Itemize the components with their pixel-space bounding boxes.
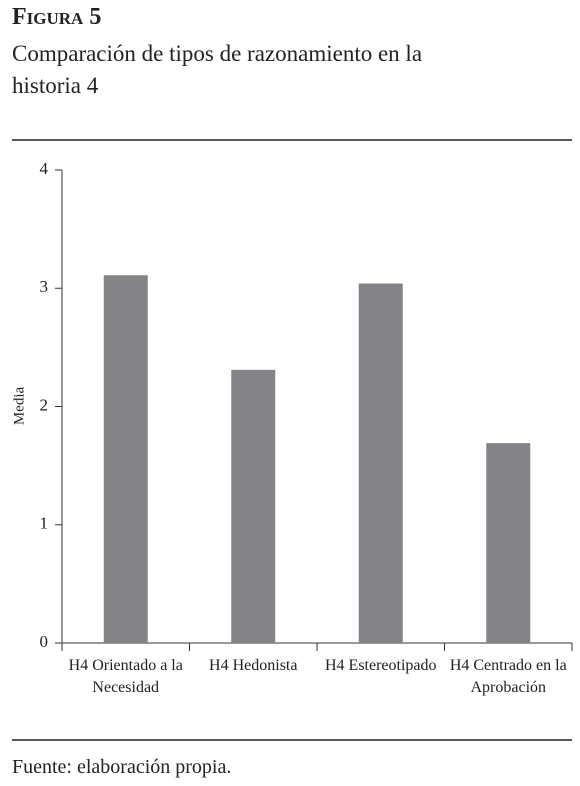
chart-title: Comparación de tipos de razonamiento en … [12, 41, 423, 98]
y-tick-label: 3 [40, 277, 49, 296]
y-tick-label: 1 [40, 514, 49, 533]
source-note: Fuente: elaboración propia. [12, 756, 232, 778]
figure-label: Figura 5 [12, 4, 102, 30]
y-axis-label: Media [11, 387, 27, 426]
x-tick-label: H4 Centrado en la Aprobación [449, 657, 567, 696]
y-tick-label: 4 [40, 159, 49, 178]
bar [358, 283, 403, 643]
x-tick-label: H4 Orientado a la Necesidad [68, 657, 183, 696]
bar [486, 443, 531, 643]
x-tick-label: H4 Estereotipado [324, 657, 437, 674]
y-tick-label: 0 [40, 632, 49, 651]
y-tick-label: 2 [40, 395, 49, 414]
bar [103, 275, 148, 643]
bar [231, 369, 276, 643]
x-tick-label: H4 Hedonista [209, 657, 298, 674]
